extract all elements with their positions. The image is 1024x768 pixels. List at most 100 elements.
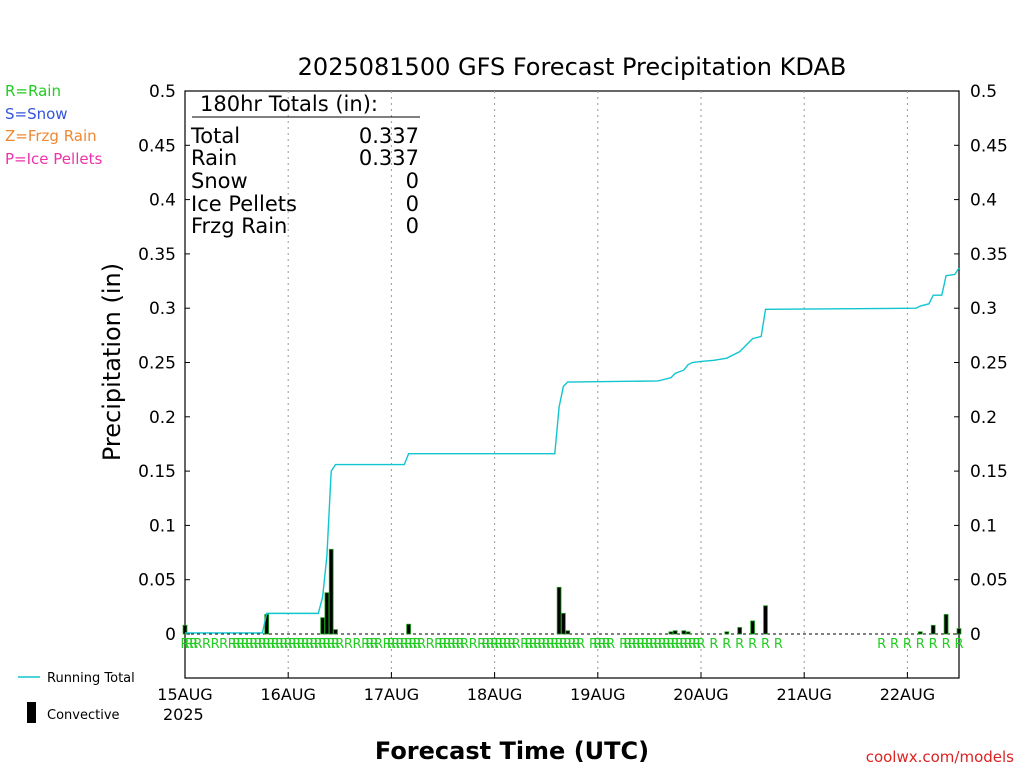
totals-header: 180hr Totals (in): [200,92,378,116]
ptype-letter: R [550,637,559,652]
footer-credit: coolwx.com/models [866,748,1014,766]
ptype-letter: R [666,637,675,652]
convective-bar [930,624,936,635]
ptype-letter: R [400,637,409,652]
ptype-letter: R [469,637,478,652]
ptype-letter: R [774,637,783,652]
y-tick-label-left: 0 [165,625,176,645]
convective-bar [668,631,674,635]
x-tick-label: 22AUG [880,685,935,704]
ptype-letter: R [636,637,645,652]
x-tick-label: 16AUG [260,685,315,704]
convective-bar [328,548,334,635]
ptype-letter: R [494,637,503,652]
ptype-letter: R [413,637,422,652]
convective-bar [672,630,678,635]
ptype-letter: R [890,637,899,652]
ptype-letter: R [185,637,194,652]
series-legend: Running Total Convective [18,671,135,723]
ptype-letter: R [387,637,396,652]
ptype-letter: R [486,637,495,652]
ptype-letter: R [275,637,284,652]
ptype-letter: R [662,637,671,652]
ptype-letter: R [245,637,254,652]
legend-ice-pellets: P=Ice Pellets [5,150,102,168]
ptype-letter: R [249,637,258,652]
year-label: 2025 [163,705,204,724]
ptype-letter: R [331,637,340,652]
ptype-letter: R [288,637,297,652]
y-tick-label-left: 0.15 [138,462,176,482]
ptype-letter: R [374,637,383,652]
y-axis-label: Precipitation (in) [98,263,126,461]
legend-frzg-rain: Z=Frzg Rain [5,127,97,145]
ptype-letter: R [236,637,245,652]
convective-bar [685,631,691,635]
ptype-letter: R [383,637,392,652]
ptype-letter: R [426,637,435,652]
x-axis-ticks: 15AUG 16AUG 17AUG 18AUG 19AUG 20AUG 21AUG 22AUG [157,672,935,704]
running-total-line [185,267,960,634]
legend-convective-label: Convective [47,708,120,723]
ptype-letter: R [722,637,731,652]
totals-row-label: Snow [191,169,248,193]
ptype-letter: R [641,637,650,652]
convective-bar [182,624,188,635]
x-tick-label: 15AUG [157,685,212,704]
ptype-letter: R [623,637,632,652]
ptype-letter: R [395,637,404,652]
ptype-letter: R [735,637,744,652]
totals-box: 180hr Totals (in): Total 0.337 Rain 0.33… [190,92,420,238]
totals-row-label: Frzg Rain [191,214,287,238]
totals-row-value: 0 [406,214,419,238]
y-tick-label-left: 0.3 [149,299,176,319]
day-gridlines [287,91,908,678]
ptype-letter: R [301,637,310,652]
y-tick-label-right: 0.45 [970,136,1008,156]
ptype-letter: R [748,637,757,652]
convective-bar [763,605,768,635]
ptype-letter: R [877,637,886,652]
ptype-letter: R [628,637,637,652]
ptype-letter: R [675,637,684,652]
ptype-letter: R [606,637,615,652]
convective-bar [320,617,325,635]
y-tick-label-left: 0.2 [149,408,176,428]
x-tick-label: 18AUG [467,685,522,704]
ptype-letter: R [438,637,447,652]
convective-bar [406,623,411,635]
ptype-letter: R [327,637,336,652]
legend-rain: R=Rain [5,82,61,100]
ptype-letter: R [352,637,361,652]
ptype-letter: R [653,637,662,652]
ptype-letter: R [232,637,241,652]
ptype-letter: R [542,637,551,652]
ptype-letter: R [512,637,521,652]
totals-row-value: 0.337 [359,146,419,170]
ptype-letter: R [404,637,413,652]
ptype-letter: R [688,637,697,652]
ptype-letter: R [537,637,546,652]
x-tick-label: 20AUG [673,685,728,704]
convective-bar [917,631,923,635]
ptype-letter: R [632,637,641,652]
ptype-letter: R [942,637,951,652]
ptype-letter: R [524,637,533,652]
ptype-letter: R [555,637,564,652]
ptype-letter: R [477,637,486,652]
y-tick-label-left: 0.1 [149,516,176,536]
ptype-letter: R [434,637,443,652]
ptype-letter: R [903,637,912,652]
ptype-letter: R [520,637,529,652]
ptype-letter: R [546,637,555,652]
ptype-letter: R [507,637,516,652]
y-tick-label-left: 0.35 [138,245,176,265]
ptype-letter: R [202,637,211,652]
convective-bar [943,614,949,635]
ptype-letter: R [451,637,460,652]
ptype-letter: R [954,637,963,652]
convective-bar [565,630,571,635]
convective-bar [737,627,743,635]
ptype-letter: R [593,637,602,652]
